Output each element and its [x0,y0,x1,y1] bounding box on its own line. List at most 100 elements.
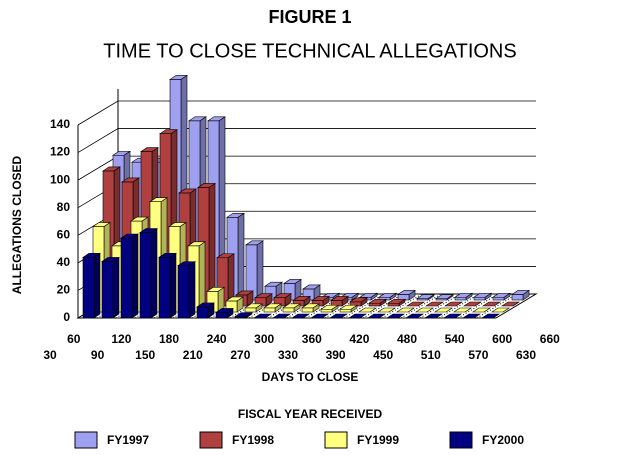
bar [301,303,320,313]
bar [397,289,416,301]
bar-top [311,296,330,301]
bar-side-shade [113,257,119,318]
bar-front [120,237,133,319]
bar [377,307,396,313]
bar-side-shade [332,305,338,312]
bar-side-shade [238,213,244,300]
bar-top [435,294,454,299]
x-tick-label: 540 [445,332,465,346]
bar-front [387,302,400,307]
x-tick-label: 420 [349,332,369,346]
y-tick-label: 60 [57,227,71,241]
bar-front [492,296,505,301]
bar [501,301,520,307]
bar-top [188,116,207,122]
x-tick-label: 90 [91,348,105,362]
x-tick-label: 210 [183,348,203,362]
bar-top [425,301,444,307]
bar-top [330,296,349,301]
x-tick-label: 270 [230,348,250,362]
bar-top [329,313,348,319]
bar-top [511,290,530,295]
bar-side-shade [170,253,176,318]
y-tick-label: 140 [50,117,70,131]
x-tick-label: 180 [159,332,179,346]
legend-label: FY1997 [107,433,149,447]
bar-top [92,222,111,227]
legend-swatch [74,431,98,449]
bar-front [82,257,95,319]
bar [273,293,292,307]
bar-top [216,253,235,259]
bar-top [397,290,416,295]
x-tick-label: 330 [278,348,298,362]
bar-top [158,253,177,258]
bar-top [206,287,225,292]
bar [358,307,377,313]
bar-top [473,292,492,298]
bar [339,304,358,313]
bar-top [359,292,378,298]
bar [272,313,291,319]
bar-top [226,212,245,218]
bar-top [443,313,462,319]
bar [196,302,215,319]
bar-top [405,313,424,319]
bar-front [320,308,333,313]
bar-top [367,313,386,319]
bar-side-shade [352,293,358,300]
x-tick-label: 630 [516,348,536,362]
bar [454,292,473,301]
bar-top [197,183,216,188]
bar-top [196,302,215,308]
bar-top [481,313,500,319]
bar-side-shade [132,234,138,318]
grid-line [77,100,536,126]
x-tick-label: 30 [43,348,57,362]
bar-top [377,307,396,313]
bar-front [263,307,276,313]
bar-top [121,177,140,183]
bar-top [159,129,178,134]
bar-top [482,301,501,307]
bar-side-shade [523,290,529,300]
bar [292,295,311,307]
bar-top [253,313,272,319]
bar-side-shade [295,279,301,300]
bar [244,303,263,313]
y-tick-label: 80 [57,200,71,214]
bar [416,294,435,301]
bar-top [472,307,491,313]
bar-side-shade [304,296,310,306]
bar-top [491,307,510,313]
bar [254,293,273,307]
bar-top [283,279,302,284]
bar-top [378,292,397,298]
bar-top [386,313,405,319]
bar-top [434,307,453,313]
bar-side-shade [399,299,405,306]
bar [425,301,444,307]
bar-top [454,292,473,298]
x-axis-title: DAYS TO CLOSE [262,370,359,384]
bar-top [139,228,158,233]
bar [472,307,491,313]
bar-front [101,261,114,319]
bar-top [424,313,443,319]
bar-front [215,312,228,319]
bar-top [168,222,187,227]
bar-front [139,232,152,319]
bar-top [339,304,358,310]
x-tick-label: 240 [207,332,227,346]
legend-swatch [324,431,348,449]
bar-top [387,298,406,304]
bar-top [463,301,482,307]
bar-top [178,188,197,194]
bar-front [511,294,524,301]
bar-top [102,166,121,172]
bar-top [492,292,511,298]
bar [511,289,530,301]
bar-front [282,307,295,313]
bar [463,301,482,307]
